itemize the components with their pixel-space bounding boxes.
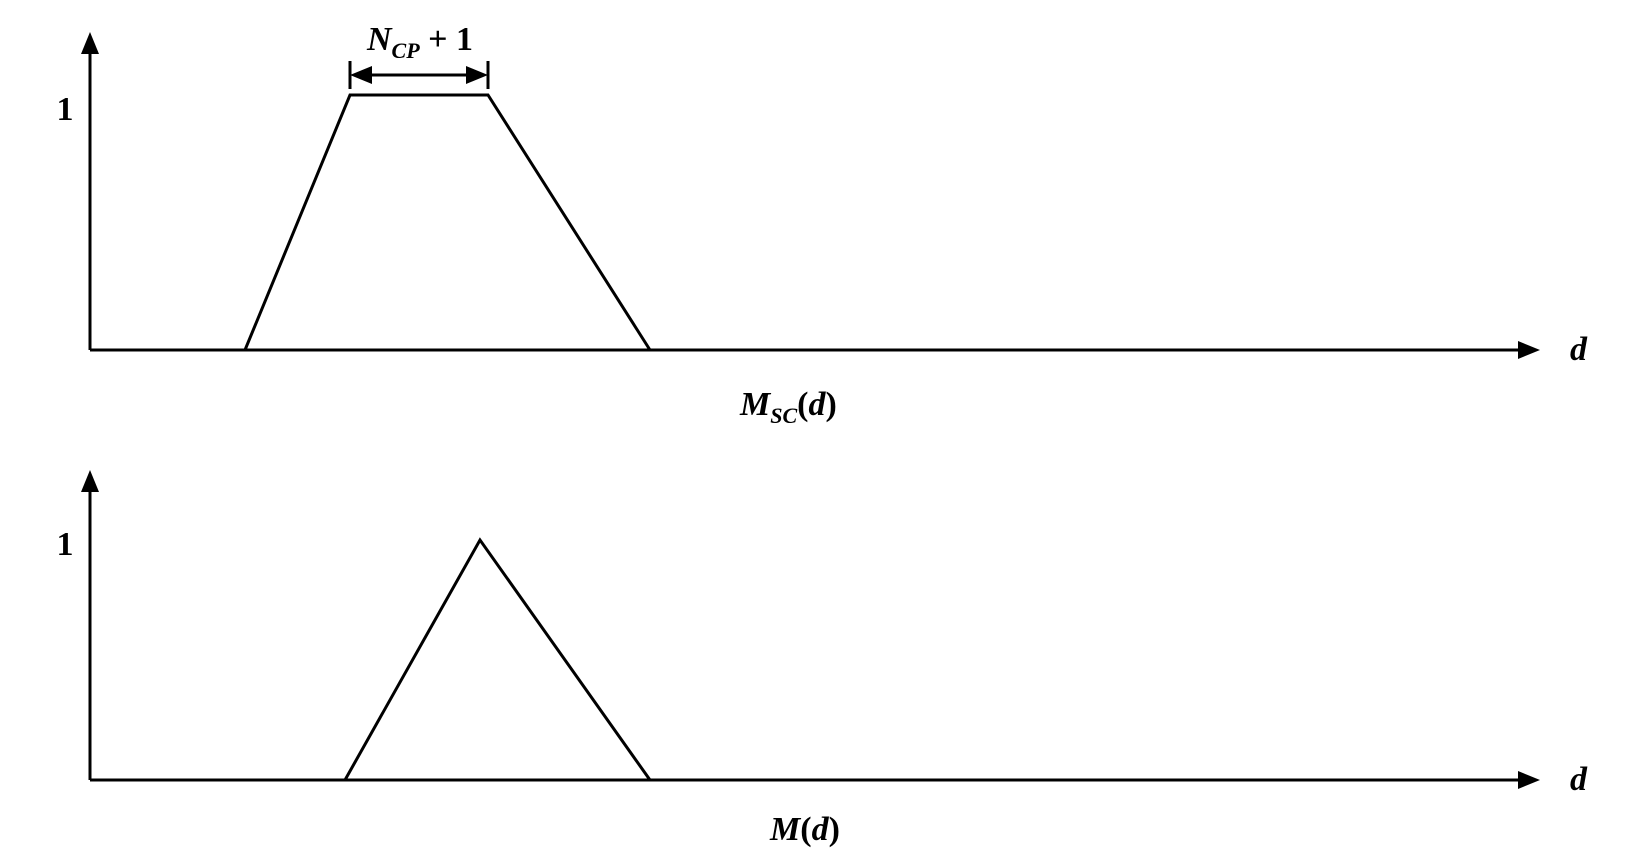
bottom-caption: M(d) [769, 811, 840, 848]
top-caption: MSC(d) [739, 386, 837, 428]
arrow-head [81, 32, 99, 54]
diagram-svg: 1 NCP + 1 d MSC(d) 1 d M(d) [20, 20, 1620, 860]
triangle-shape [345, 540, 650, 780]
arrow-head [81, 470, 99, 492]
diagram-container: 1NCP + 1dMSC(d)1dM(d) [20, 20, 1620, 820]
arrow-head [350, 66, 372, 84]
arrow-head [1518, 771, 1540, 789]
top-ytick-label: 1 [57, 91, 74, 128]
bottom-ytick-label: 1 [57, 526, 74, 563]
bottom-x-label: d [1570, 761, 1588, 798]
trapezoid-shape [245, 95, 650, 350]
dim-label: NCP + 1 [366, 21, 473, 63]
arrow-head [466, 66, 488, 84]
top-x-label: d [1570, 331, 1588, 368]
arrow-head [1518, 341, 1540, 359]
